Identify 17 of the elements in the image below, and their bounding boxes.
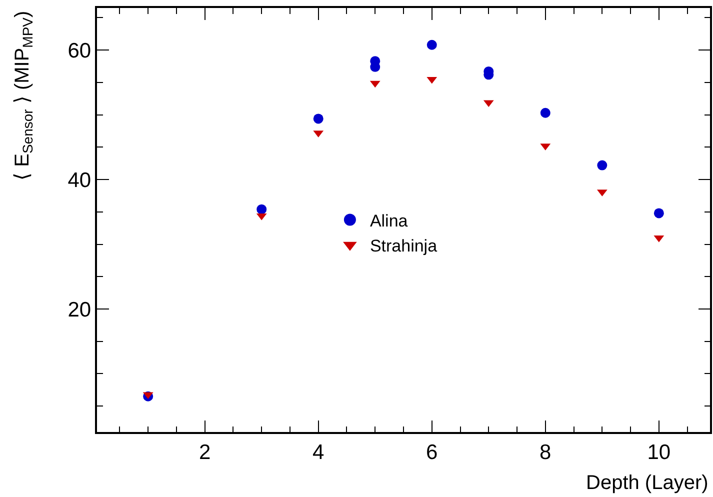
y-tick-label: 60 bbox=[68, 39, 92, 62]
x-tick-label: 2 bbox=[198, 440, 211, 464]
y-tick-label: 20 bbox=[68, 298, 92, 322]
point bbox=[597, 160, 608, 170]
legend-label: Alina bbox=[370, 211, 408, 230]
point bbox=[256, 204, 267, 214]
legend-label: Strahinja bbox=[370, 236, 438, 256]
y-tick-label: 40 bbox=[68, 168, 92, 192]
x-tick-label: 8 bbox=[540, 440, 552, 464]
point bbox=[540, 108, 550, 118]
x-tick-label: 4 bbox=[312, 440, 325, 464]
point bbox=[654, 208, 664, 218]
x-tick-label: 10 bbox=[647, 440, 671, 464]
x-axis-title: Depth (Layer) bbox=[586, 472, 708, 494]
point bbox=[313, 114, 324, 124]
point bbox=[426, 40, 437, 50]
x-tick-label: 6 bbox=[426, 440, 438, 464]
